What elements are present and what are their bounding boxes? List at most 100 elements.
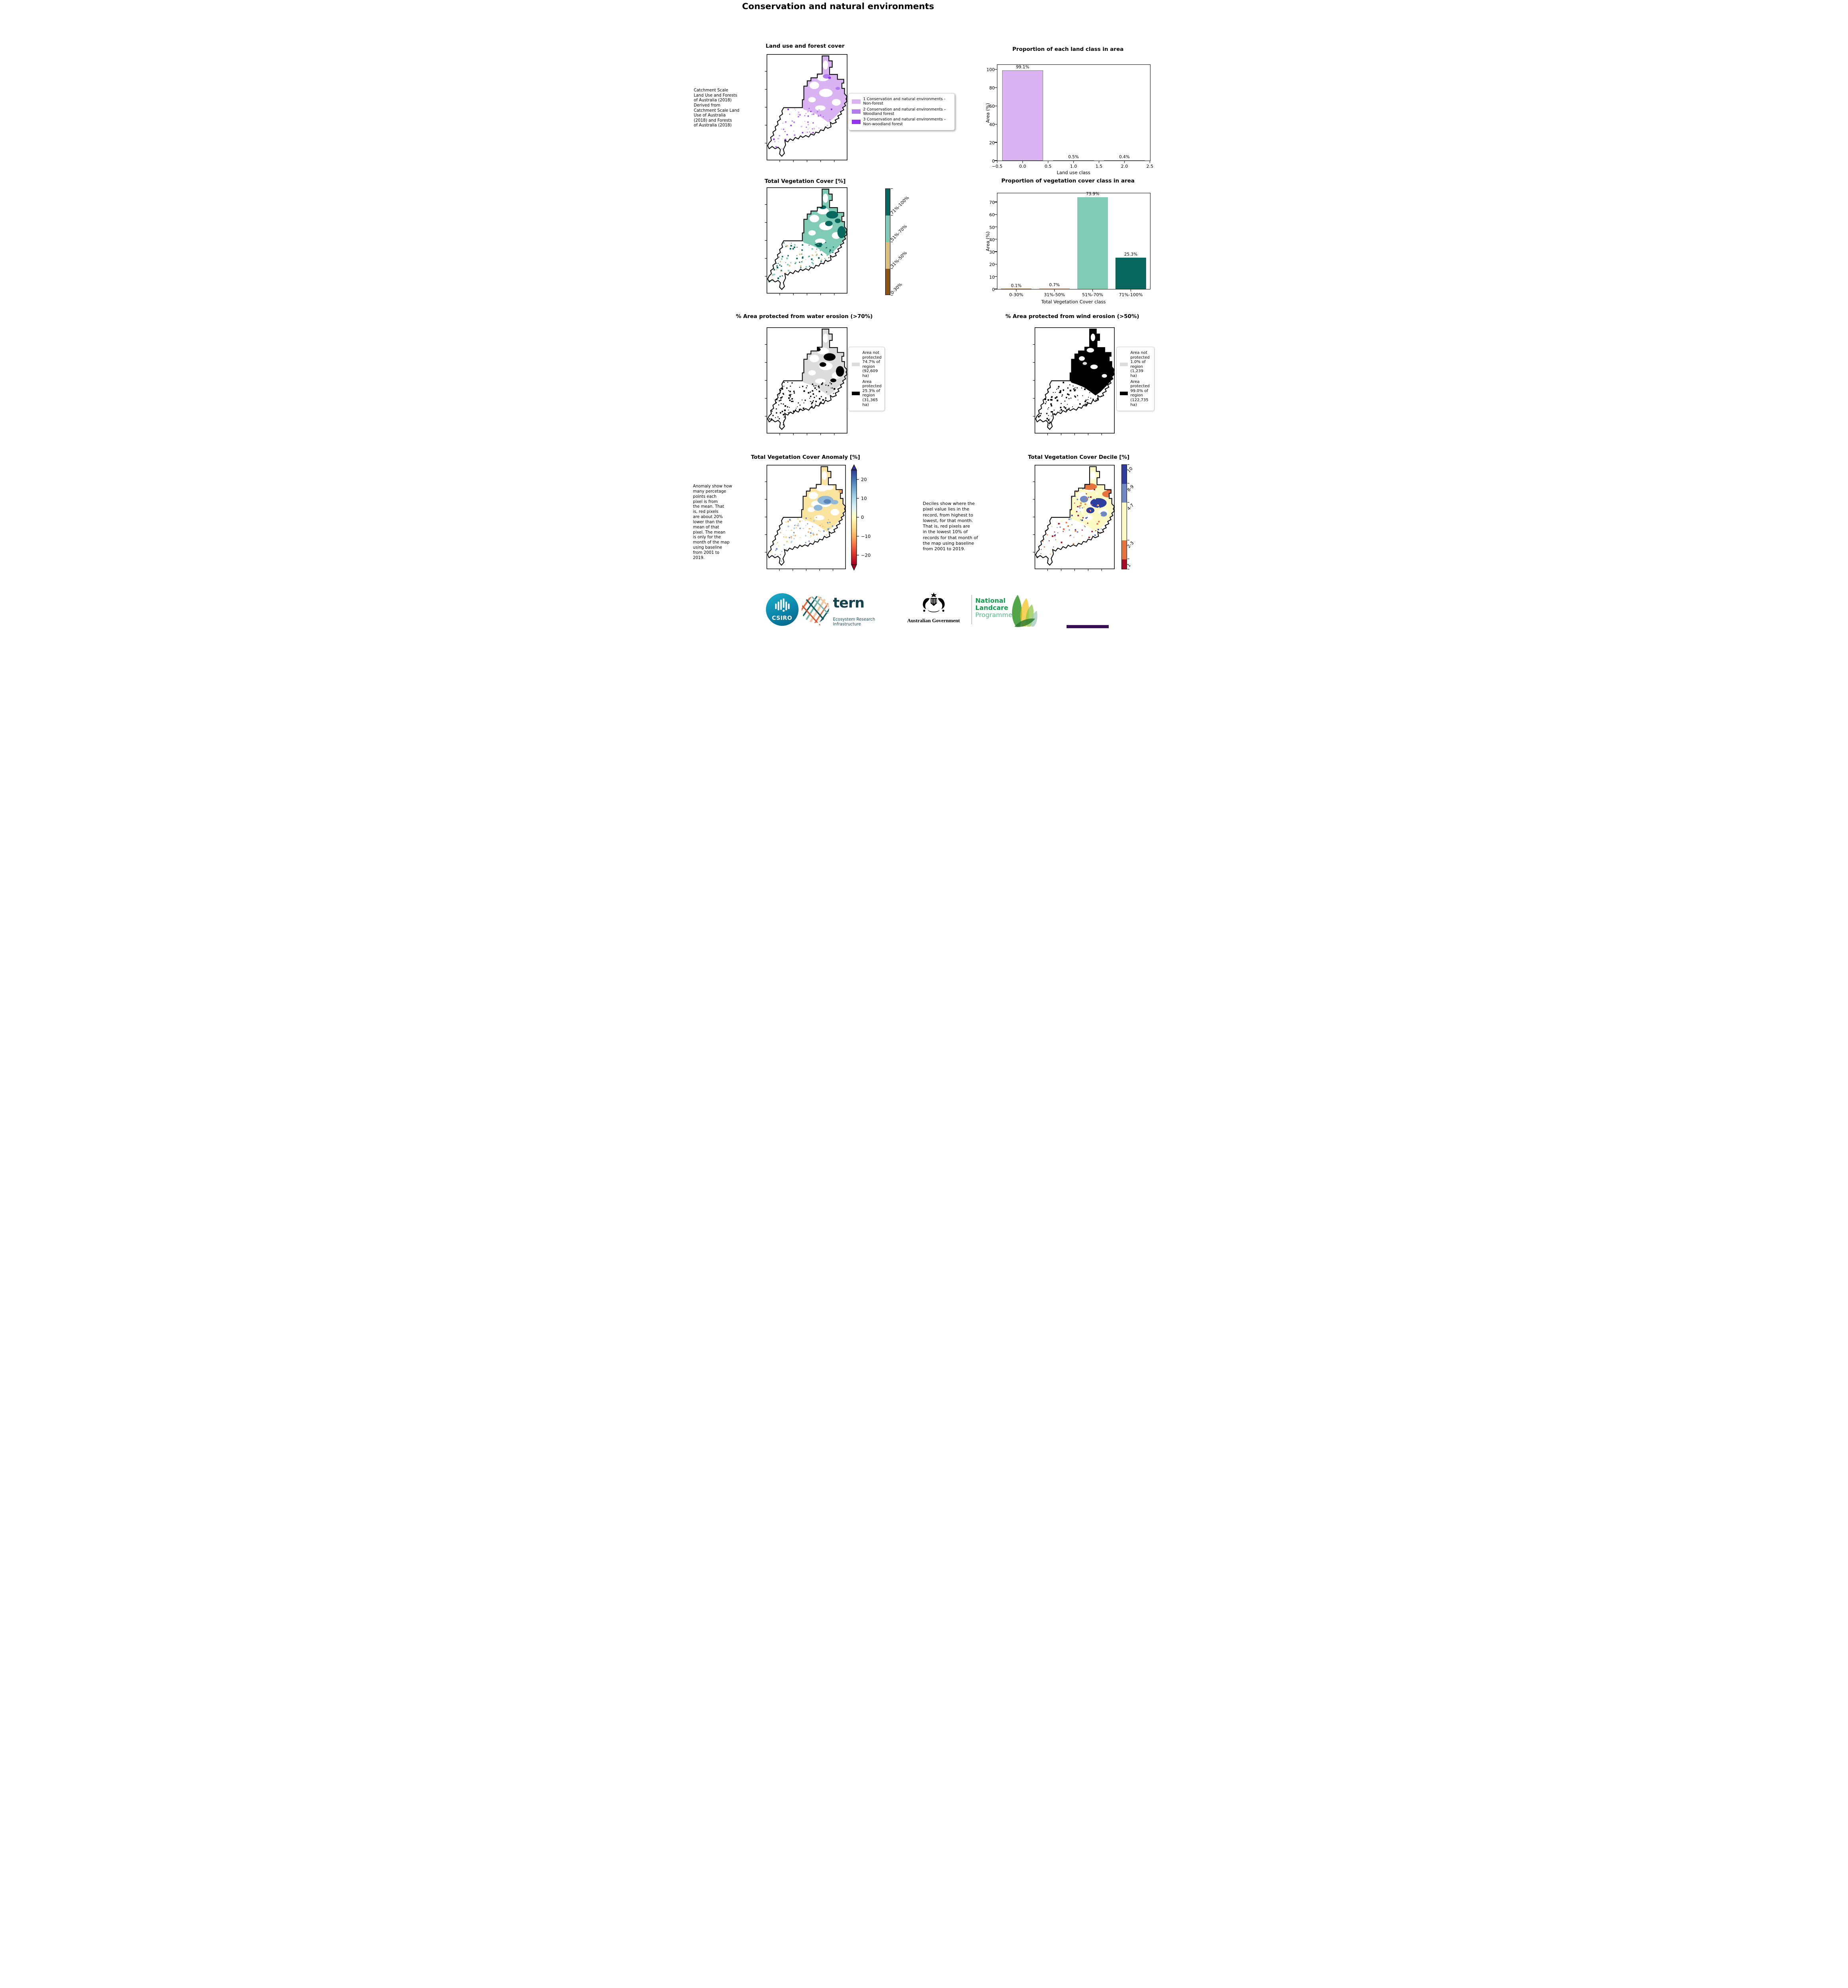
not-protected-swatch	[851, 363, 860, 367]
bar	[1104, 160, 1145, 161]
colorbar-tick	[1127, 464, 1129, 465]
y-tick	[994, 276, 997, 277]
tern-logo: tern	[833, 596, 865, 610]
colorbar-label: 51%-70%	[889, 223, 908, 242]
colorbar-tick-label: 20	[861, 477, 867, 482]
anomaly-map	[764, 464, 847, 573]
woodland-forest-swatch	[851, 109, 861, 114]
colorbar-tick	[890, 268, 893, 269]
veg-cover-map-title: Total Vegetation Cover [%]	[764, 178, 846, 184]
veg-cover-colorbar: 71%-100% 51%-70% 31%-50% 0-30%	[885, 188, 933, 300]
colorbar-segment	[885, 269, 890, 295]
y-tick-label: 60	[989, 212, 995, 218]
y-tick	[994, 214, 997, 215]
colorbar-label: 2-3	[1126, 540, 1135, 549]
bar	[1053, 160, 1094, 161]
bar-value-label: 73.9%	[1086, 191, 1100, 196]
x-tick-label: 31%-50%	[1044, 292, 1065, 297]
y-tick-label: 70	[989, 200, 995, 205]
colorbar-label: 31%-50%	[889, 250, 908, 269]
colorbar-segment	[1121, 503, 1127, 541]
bar-value-label: 0.4%	[1119, 155, 1130, 160]
csiro-waveform-icon	[775, 598, 789, 612]
legend-item: Area protected 25.3% of region (31,365 h…	[851, 379, 882, 408]
colorbar-segment	[1121, 483, 1127, 503]
colorbar-label: 4-7	[1126, 503, 1135, 512]
protected-swatch	[851, 391, 860, 395]
legend-label: Area protected 99.0% of region (122,735 …	[1130, 379, 1150, 407]
x-tick-label: 1.5	[1095, 164, 1103, 169]
colorbar-segment	[1121, 559, 1127, 569]
land-class-chart: Proportion of each land class in area Ar…	[979, 45, 1155, 178]
y-tick-label: 30	[989, 250, 995, 255]
x-tick-label: 51%-70%	[1082, 292, 1103, 297]
legend-label: 3 Conservation and natural environments …	[863, 117, 946, 126]
x-axis-label: Total Vegetation Cover class	[1041, 299, 1106, 305]
landcare-leaves-icon	[1009, 592, 1039, 627]
colorbar-label: 8-9	[1126, 483, 1135, 493]
x-tick-label: 2.5	[1146, 164, 1154, 169]
y-tick-label: 100	[986, 67, 995, 73]
non-woodland-forest-swatch	[851, 120, 861, 124]
y-tick-label: 50	[989, 225, 995, 230]
colorbar-segment	[885, 242, 890, 269]
landcare-logo: National Landcare Programme	[975, 597, 1012, 619]
bar	[1002, 70, 1043, 161]
y-tick	[994, 87, 997, 88]
y-tick-label: 60	[989, 104, 995, 109]
water-erosion-legend: Area not protected 74.7% of region (92,6…	[848, 347, 885, 412]
report-page: Conservation and natural environments Ca…	[693, 0, 1155, 628]
colorbar-segment	[1121, 540, 1127, 559]
land-use-map-title: Land use and forest cover	[766, 43, 845, 49]
x-tick	[1092, 289, 1093, 291]
tern-wordmark: tern	[833, 595, 865, 611]
y-tick-label: 40	[989, 237, 995, 243]
chart-title: Proportion of each land class in area	[1012, 46, 1124, 52]
decile-map	[1032, 464, 1115, 573]
legend-label: Area not protected 74.7% of region (92,6…	[862, 351, 882, 378]
legend-item: 1 Conservation and natural environments …	[851, 97, 951, 106]
csiro-logo: CSIRO	[766, 593, 799, 626]
x-tick	[1073, 161, 1074, 163]
australian-government-wordmark: Australian Government	[907, 617, 960, 623]
bar	[1039, 288, 1070, 289]
chart-title: Proportion of vegetation cover class in …	[1001, 178, 1135, 184]
land-use-legend: 1 Conservation and natural environments …	[848, 93, 955, 130]
plot-area: 0 10 20 30 40 50 60 70 0-30% 31%-50% 51%-70% 71%-10…	[989, 191, 1150, 297]
bar-value-label: 0.1%	[1011, 283, 1022, 288]
legend-item: Area not protected 1.0% of region (1,239…	[1119, 351, 1151, 379]
colorbar-segment	[1121, 465, 1127, 484]
x-tick-label: 71%-100%	[1119, 292, 1143, 297]
bar-value-label: 99.1%	[1016, 64, 1030, 70]
non-forest-swatch	[851, 99, 861, 104]
colorbar-tick-label: −10	[861, 534, 871, 539]
bar-value-label: 0.5%	[1068, 154, 1079, 159]
anomaly-note: Anomaly show how many percetage points e…	[693, 484, 733, 560]
page-title: Conservation and natural environments	[742, 2, 934, 12]
veg-class-chart: Proportion of vegetation cover class in …	[979, 176, 1155, 311]
australian-coat-of-arms-icon	[918, 592, 949, 616]
x-tick	[1054, 289, 1055, 291]
y-tick	[994, 160, 997, 161]
y-tick-label: 0	[992, 159, 995, 164]
bar	[1115, 257, 1146, 289]
colorbar-label: 10	[1126, 466, 1134, 474]
bar	[1077, 197, 1108, 289]
y-tick	[994, 69, 997, 70]
bar-value-label: 25.3%	[1124, 252, 1138, 257]
landcare-line3: Programme	[975, 611, 1012, 619]
legend-label: Area protected 25.3% of region (31,365 h…	[862, 379, 882, 407]
landcare-line2: Landcare	[975, 604, 1009, 612]
waratah-icon	[1086, 627, 1089, 628]
legend-label: Area not protected 1.0% of region (1,239…	[1130, 351, 1150, 378]
water-erosion-map	[764, 327, 848, 437]
anomaly-colorbar: 20 10 0 −10 −20	[851, 464, 889, 572]
colorbar-gradient	[885, 188, 890, 295]
x-tick-label: 0.5	[1044, 164, 1052, 169]
colorbar-label: 0-30%	[889, 282, 903, 295]
y-tick-label: 0	[992, 287, 995, 292]
legend-item: Area not protected 74.7% of region (92,6…	[851, 351, 882, 379]
legend-label: 2 Conservation and natural environments …	[863, 107, 946, 116]
y-tick-label: 80	[989, 85, 995, 91]
colorbar-tick	[1127, 502, 1129, 503]
